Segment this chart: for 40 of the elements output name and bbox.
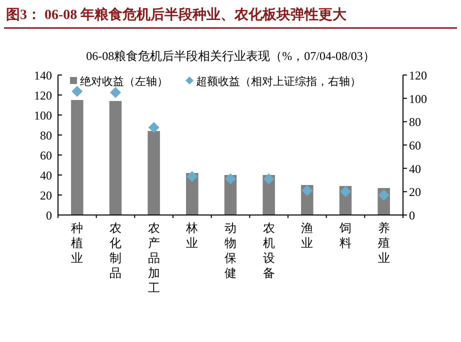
- y2-tick-label: 40: [409, 162, 421, 176]
- point: [225, 173, 236, 184]
- y-tick-label: 80: [40, 128, 52, 142]
- legend-label: 绝对收益（左轴）: [80, 75, 168, 88]
- point: [186, 171, 198, 182]
- y2-tick-label: 100: [409, 92, 427, 106]
- point: [263, 173, 274, 184]
- legend-label: 超额收益（相对上证综指，右轴）: [196, 75, 361, 88]
- y2-tick-label: 0: [409, 208, 415, 222]
- chart-title: 图3： 06-08 年粮食危机后半段种业、农化板块弹性更大: [6, 6, 348, 23]
- y2-tick-label: 80: [409, 115, 421, 130]
- y2-tick-label: 60: [409, 138, 421, 152]
- x-tick-label: 饲料: [338, 221, 352, 250]
- bar: [109, 101, 122, 215]
- x-tick-label: 动物保健: [224, 221, 236, 280]
- point: [148, 122, 160, 133]
- x-tick-label: 林业: [185, 221, 198, 250]
- x-tick-label: 渔业: [301, 221, 314, 250]
- point: [378, 190, 390, 201]
- x-tick-label: 养殖业: [378, 221, 390, 265]
- chart-subtitle: 06-08粮食危机后半段相关行业表现（%，07/04-08/03）: [86, 49, 375, 63]
- y2-tick-label: 20: [409, 185, 421, 200]
- point: [302, 185, 313, 196]
- point: [110, 87, 121, 98]
- x-tick-label: 农产品加工: [148, 221, 160, 295]
- point: [340, 186, 351, 198]
- x-tick-label: 农机设备: [262, 221, 275, 280]
- bar: [148, 131, 160, 215]
- x-tick-label: 农化制品: [110, 221, 122, 280]
- y-tick-label: 40: [40, 168, 52, 182]
- bar: [71, 100, 84, 215]
- y-tick-label: 140: [34, 68, 52, 82]
- y-tick-label: 0: [46, 208, 52, 222]
- x-tick-label: 种植业: [71, 221, 84, 265]
- y-tick-label: 20: [40, 188, 52, 202]
- y-tick-label: 120: [34, 88, 52, 102]
- point: [72, 86, 83, 97]
- y-tick-label: 60: [40, 148, 52, 162]
- y-tick-label: 100: [34, 108, 52, 122]
- y2-tick-label: 120: [409, 68, 427, 82]
